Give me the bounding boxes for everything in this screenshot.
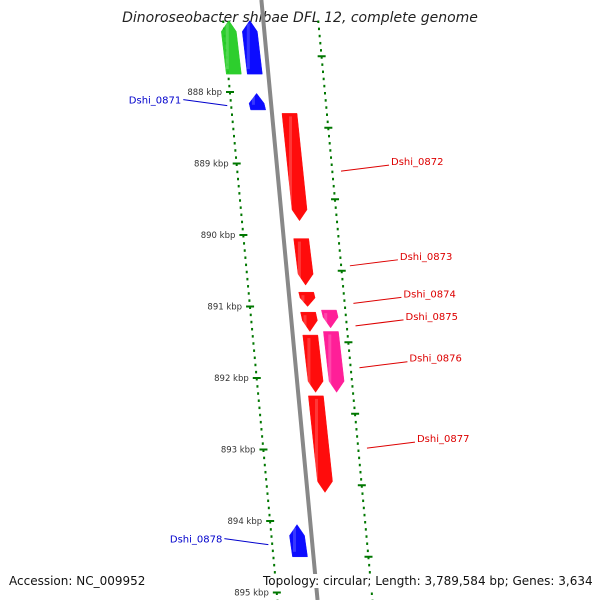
gene-highlight: [328, 334, 332, 388]
gene-label: Dshi_0876: [409, 354, 461, 365]
gene-label: Dshi_0878: [170, 535, 222, 546]
gene-highlight: [324, 313, 328, 323]
tick-label: 888 kbp: [187, 88, 222, 98]
gene-highlight: [246, 23, 250, 70]
gene-arrow: [221, 20, 242, 75]
label-leader: [366, 441, 416, 449]
gene-arrow: [323, 331, 345, 393]
label-leader: [355, 319, 404, 327]
label-leader: [349, 259, 398, 267]
gene-highlight: [289, 116, 292, 216]
label-leader: [340, 164, 390, 172]
dshi_0872-arrow: [281, 113, 308, 222]
tick-label: 891 kbp: [207, 303, 242, 313]
gene-highlight: [251, 96, 255, 105]
tick-label: 890 kbp: [201, 231, 236, 241]
tick-label: 892 kbp: [214, 374, 249, 384]
gene-highlight: [293, 527, 296, 552]
label-leader: [224, 538, 269, 546]
tick-label: 895 kbp: [234, 589, 269, 599]
tick-label: 894 kbp: [228, 517, 263, 527]
gene-label: Dshi_0872: [391, 157, 443, 168]
gene-label: Dshi_0877: [417, 434, 469, 445]
label-leader: [359, 361, 408, 369]
gene-highlight: [303, 315, 307, 327]
gene-highlight: [307, 338, 311, 388]
gene-label: Dshi_0871: [129, 96, 181, 107]
gene-arrow: [321, 309, 339, 329]
gene-arrow: [242, 20, 263, 75]
gene-features: [221, 20, 345, 558]
gene-label: Dshi_0873: [400, 252, 452, 263]
backbone-line: [259, 0, 320, 600]
gene-highlight: [301, 295, 305, 302]
tick-label: 889 kbp: [194, 160, 229, 170]
label-leader: [183, 99, 228, 107]
tick-marks: 888 kbp 889 kbp 890 kbp 891 kbp 892 kbp 893 k…: [187, 20, 374, 600]
accession-label: Accession: NC_009952: [9, 574, 146, 588]
gene-label: Dshi_0874: [403, 289, 455, 300]
gene-highlight: [297, 241, 301, 281]
map-title: Dinoroseobacter shibae DFL 12, complete …: [122, 10, 478, 26]
gene-labels: Dshi_0871 Dshi_0872 Dshi_0873 Dshi_0874 Dshi…: [129, 96, 470, 546]
tick-label: 893 kbp: [221, 446, 256, 456]
dshi_0877-arrow: [308, 395, 333, 493]
dshi_0874-arrow: [298, 291, 316, 307]
dshi_0871-arrow: [248, 92, 267, 111]
dshi_0876-arrow: [302, 334, 324, 393]
dshi_0873-arrow: [293, 238, 314, 286]
gene-highlight: [315, 398, 318, 488]
label-leader: [353, 296, 402, 304]
dshi_0875-arrow: [300, 311, 318, 332]
dshi_0878-arrow: [289, 524, 308, 558]
gene-label: Dshi_0875: [406, 312, 458, 323]
backbone: [259, 0, 320, 600]
genome-summary: Topology: circular; Length: 3,789,584 bp…: [262, 574, 593, 588]
gene-highlight: [225, 23, 229, 70]
